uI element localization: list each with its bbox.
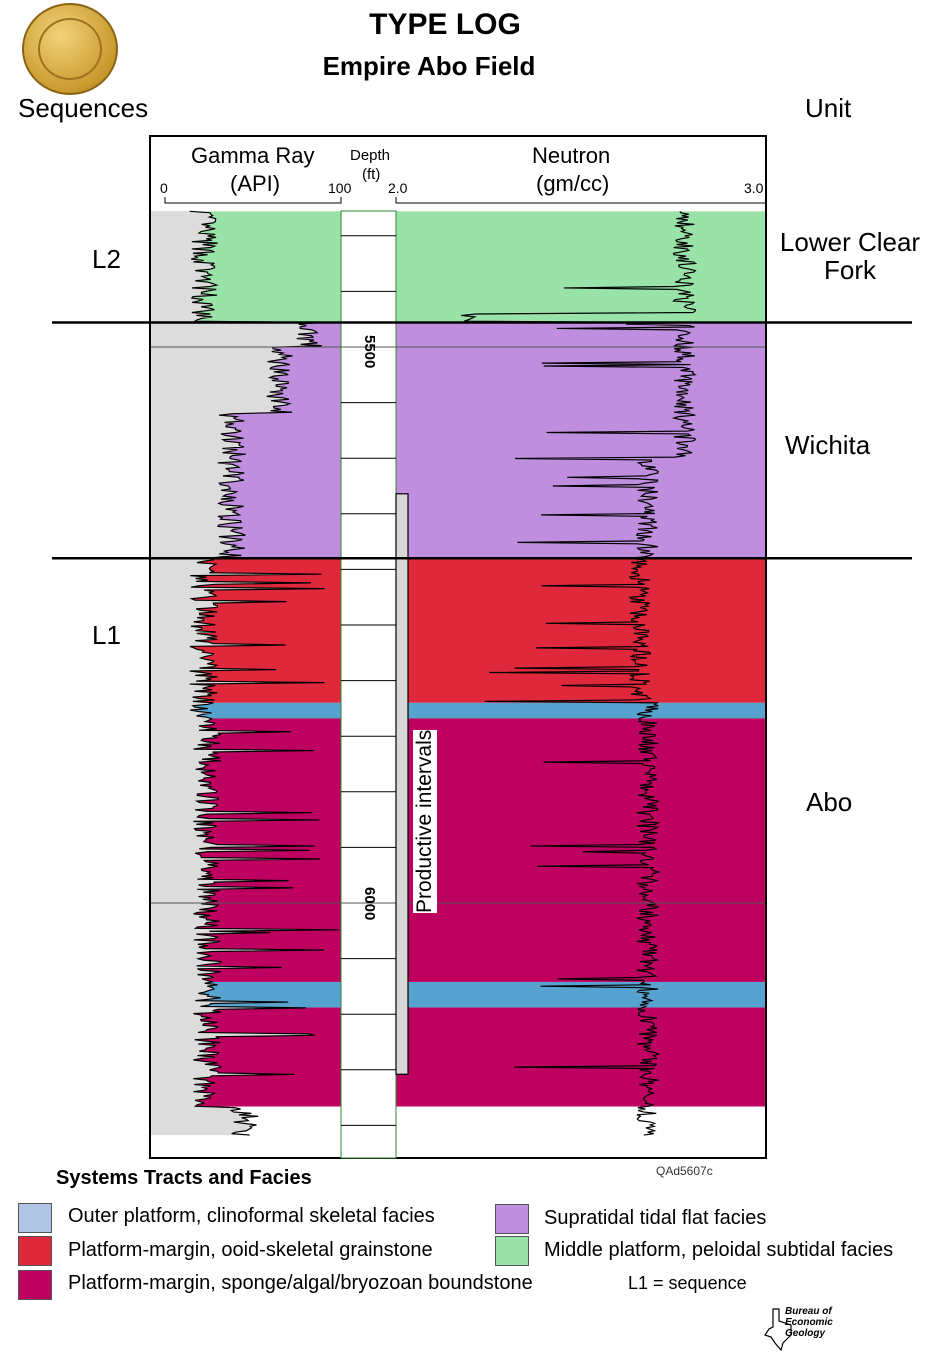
gamma-unit: (API) <box>230 171 281 196</box>
facies-band-boundstone <box>151 1007 765 1107</box>
legend-swatch-supratidal <box>495 1204 529 1234</box>
gamma-max: 100 <box>328 180 352 196</box>
subtitle: Empire Abo Field <box>322 51 536 81</box>
legend-label: Outer platform, clinoformal skeletal fac… <box>68 1205 435 1227</box>
legend-label: Middle platform, peloidal subtidal facie… <box>544 1239 894 1261</box>
unit-abo: Abo <box>806 787 853 817</box>
neutron-max: 3.0 <box>744 180 764 196</box>
legend-label: Platform-margin, sponge/algal/bryozoan b… <box>68 1272 533 1294</box>
productive-intervals-label: Productive intervals <box>413 729 437 913</box>
neutron-scale-bar <box>395 197 767 204</box>
gamma-min: 0 <box>160 180 168 196</box>
gamma-ray-fill <box>151 211 340 1136</box>
legend-swatch-middle-platform <box>495 1236 529 1266</box>
gamma-ray-curve <box>189 210 340 1136</box>
neutron-title: Neutron <box>532 143 611 168</box>
legend-title: Systems Tracts and Facies <box>56 1167 312 1189</box>
texas-logo-icon <box>764 1308 792 1351</box>
unit-wichita: Wichita <box>785 430 871 460</box>
sequence-l1: L1 <box>92 620 121 650</box>
title: TYPE LOG <box>369 8 521 41</box>
depth-title: Depth <box>350 147 391 164</box>
legend-swatch-outer-platform <box>18 1203 52 1233</box>
depth-unit: (ft) <box>362 166 381 183</box>
neutron-curve <box>461 211 698 1136</box>
figure-id: QAd5607c <box>656 1164 713 1178</box>
facies-band-blue_band <box>151 702 765 719</box>
neutron-unit: (gm/cc) <box>536 171 610 196</box>
gamma-title: Gamma Ray <box>191 143 315 168</box>
unit-header: Unit <box>805 93 852 123</box>
neutron-min: 2.0 <box>388 180 408 196</box>
legend-swatch-boundstone <box>18 1270 52 1300</box>
legend-label: Supratidal tidal flat facies <box>544 1207 767 1229</box>
bureau-logo-text: Bureau of Economic Geology <box>785 1306 833 1339</box>
facies-band-middle_platform <box>151 211 765 323</box>
depth-label-6000: 6000 <box>361 887 378 921</box>
depth-label-5500: 5500 <box>361 335 378 369</box>
legend-swatch-grainstone <box>18 1236 52 1266</box>
productive-interval-bar <box>395 493 409 1075</box>
legend-label: Platform-margin, ooid-skeletal grainston… <box>68 1239 433 1261</box>
seal-inner-ring <box>38 18 102 80</box>
facies-band-blue_band <box>151 981 765 1008</box>
gamma-scale-bar <box>164 197 342 204</box>
legend-note: L1 = sequence <box>628 1273 747 1293</box>
unit-lower-clear-fork: Lower Clear Fork <box>779 227 921 285</box>
depth-track <box>340 210 397 1159</box>
sequences-header: Sequences <box>18 93 149 123</box>
sequence-l2: L2 <box>92 244 121 274</box>
